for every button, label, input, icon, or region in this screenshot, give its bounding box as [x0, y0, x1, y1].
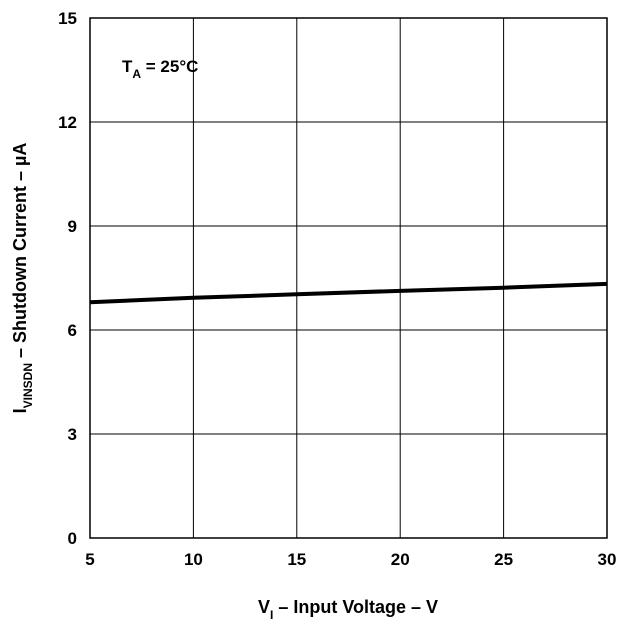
xlabel-rest: – Input Voltage – V [273, 597, 438, 617]
grid [89, 17, 608, 539]
y-tick-label: 15 [58, 9, 77, 28]
y-tick-label: 6 [68, 321, 77, 340]
x-tick-label: 10 [184, 550, 203, 569]
y-tick-labels: 0 3 6 9 12 15 [58, 9, 77, 548]
y-axis-label: IVINSDN – Shutdown Current – µA [10, 143, 35, 414]
ylabel-rest: – Shutdown Current – µA [10, 143, 30, 363]
x-axis-label: VI – Input Voltage – V [258, 597, 438, 622]
series-line-0 [89, 281, 608, 305]
x-tick-label: 30 [598, 550, 617, 569]
annotation-sub: A [132, 67, 141, 81]
y-tick-label: 9 [68, 217, 77, 236]
y-tick-label: 3 [68, 425, 77, 444]
x-tick-label: 5 [85, 550, 94, 569]
x-tick-label: 15 [287, 550, 306, 569]
x-tick-label: 25 [494, 550, 513, 569]
plot-frame [89, 17, 608, 539]
y-tick-label: 12 [58, 113, 77, 132]
series-layer [89, 281, 608, 305]
ylabel-main: I [10, 408, 30, 413]
y-tick-label: 0 [68, 529, 77, 548]
xlabel-sub: I [270, 608, 273, 622]
annotation-main: T [122, 57, 133, 76]
temperature-annotation: TA = 25°C [122, 57, 198, 81]
x-tick-label: 20 [391, 550, 410, 569]
x-tick-labels: 5 10 15 20 25 30 [85, 550, 616, 569]
xlabel-main: V [258, 597, 270, 617]
annotation-rest: = 25°C [141, 57, 198, 76]
ylabel-sub: VINSDN [21, 363, 35, 408]
